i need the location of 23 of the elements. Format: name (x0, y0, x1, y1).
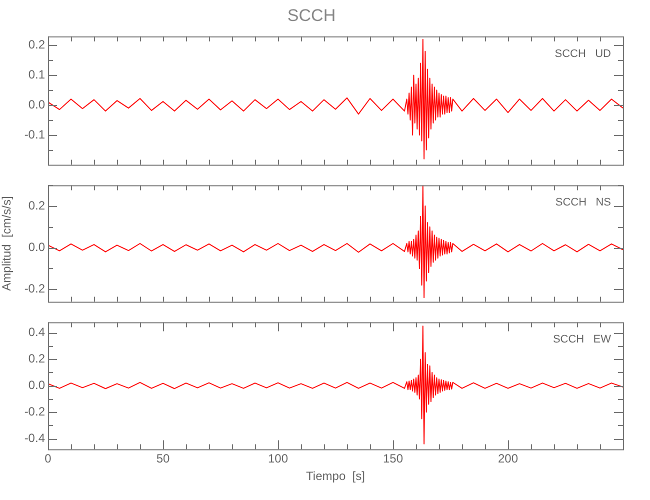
y-tick-label: -0.1 (24, 127, 46, 142)
y-tick-label: 0.2 (28, 198, 46, 212)
y-tick-label: 0.0 (28, 240, 46, 254)
y-tick-label: -0.2 (24, 282, 46, 296)
y-tick-label: 0.0 (28, 378, 46, 392)
y-tick-label: 0.4 (28, 325, 46, 340)
y-tick-label: 0.2 (28, 38, 46, 52)
x-axis-title: Tiempo [s] (306, 469, 365, 484)
y-tick-label: 0.1 (28, 68, 46, 82)
y-tick-label: 0.0 (28, 97, 46, 112)
chart-title: SCCH (287, 6, 336, 25)
x-tick-label: 0 (44, 452, 52, 466)
y-tick-label: -0.4 (24, 430, 46, 445)
x-tick-label: 100 (268, 452, 288, 466)
annotation: SCCH NS (555, 196, 611, 209)
y-axis-title: Amplitud [cm/s/s] (0, 196, 14, 291)
x-tick-label: 150 (382, 452, 404, 466)
annotation: SCCH EW (552, 334, 612, 346)
annotation: SCCH UD (554, 48, 612, 60)
y-tick-label: 0.2 (28, 352, 46, 366)
x-tick-label: 50 (156, 452, 170, 466)
y-tick-label: -0.2 (24, 404, 46, 418)
x-tick-label: 200 (498, 452, 518, 466)
